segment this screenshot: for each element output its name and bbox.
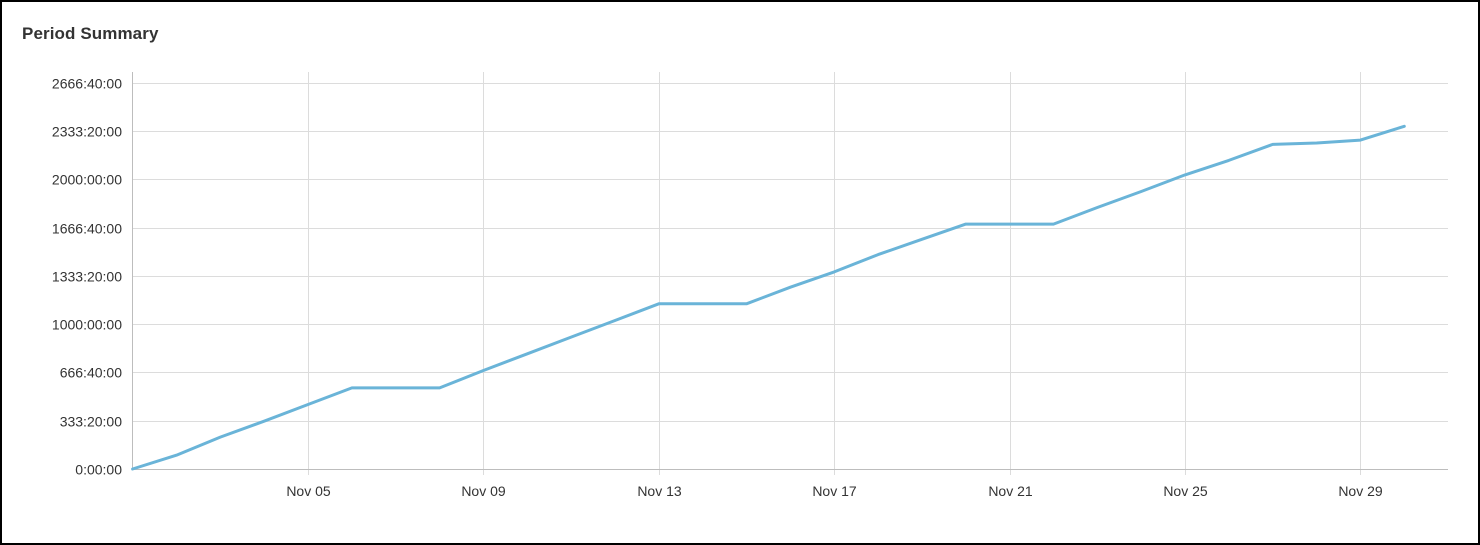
y-tick-label: 2666:40:00 [52,76,122,92]
x-tick-label: Nov 17 [812,483,857,499]
x-tick-label: Nov 21 [988,483,1033,499]
x-tick-label: Nov 13 [637,483,682,499]
y-tick-label: 333:20:00 [60,414,122,430]
y-tick-label: 1000:00:00 [52,317,122,333]
x-tick-labels: Nov 05 Nov 09 Nov 13 Nov 17 Nov 21 Nov 25 Nov … [286,483,1383,499]
y-tick-label: 2333:20:00 [52,124,122,140]
series-line [131,124,1406,471]
y-tick-label: 1333:20:00 [52,269,122,285]
panel-title: Period Summary [22,24,159,43]
y-tick-label: 0:00:00 [75,462,122,478]
y-tick-label: 2000:00:00 [52,172,122,188]
x-tick-label: Nov 25 [1163,483,1208,499]
y-grid [132,83,1448,422]
x-tick-label: Nov 29 [1338,483,1383,499]
x-grid [308,72,1361,475]
series-group [131,124,1406,471]
y-tick-label: 666:40:00 [60,365,122,381]
y-tick-labels: 0:00:00 333:20:00 666:40:00 1000:00:00 1333:… [52,76,122,478]
x-tick-label: Nov 05 [286,483,331,499]
x-tick-label: Nov 09 [461,483,506,499]
y-tick-label: 1666:40:00 [52,221,122,237]
